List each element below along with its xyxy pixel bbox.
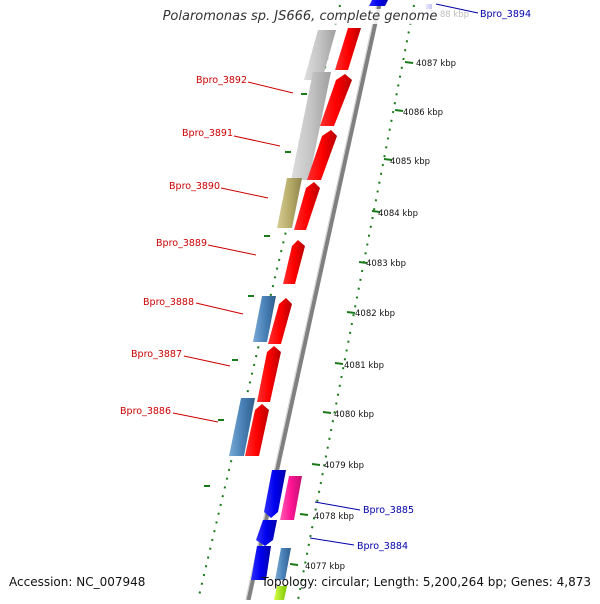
- outer-tick-row: [297, 4, 415, 601]
- scale-label: 4084 kbp: [378, 209, 418, 219]
- scale-major-ticks: [289, 61, 414, 566]
- gene-arrow-blue[interactable]: [264, 470, 286, 518]
- gene-arrow-red[interactable]: [320, 74, 352, 126]
- scale-label: 4079 kbp: [324, 461, 364, 471]
- gene-arrow-steelblue[interactable]: [229, 398, 255, 456]
- gene-label-bpro-3889[interactable]: Bpro_3889: [156, 238, 207, 249]
- map-title-text: Polaromonas sp. JS666, complete genome: [160, 9, 440, 24]
- map-title: Polaromonas sp. JS666, complete genome: [0, 9, 600, 24]
- gene-label-bpro-3884[interactable]: Bpro_3884: [357, 541, 408, 552]
- scale-label: 4083 kbp: [366, 259, 406, 269]
- scale-label: 4085 kbp: [390, 157, 430, 167]
- gene-arrow-green[interactable]: [274, 586, 287, 600]
- gene-arrow-blue[interactable]: [369, 0, 388, 6]
- scale-label: 4078 kbp: [314, 512, 354, 522]
- gene-label-leaders: [172, 3, 479, 546]
- gene-arrow-red[interactable]: [257, 346, 281, 402]
- gene-arrow-pink[interactable]: [280, 476, 302, 520]
- gene-label-bpro-3885[interactable]: Bpro_3885: [363, 505, 414, 516]
- genome-stats-text: Topology: circular; Length: 5,200,264 bp…: [261, 575, 591, 589]
- gene-arrow-red[interactable]: [294, 182, 320, 230]
- inner-major-ticks: [204, 35, 324, 487]
- gene-arrow-red[interactable]: [307, 130, 337, 180]
- gene-label-bpro-3887[interactable]: Bpro_3887: [131, 349, 182, 360]
- gene-label-bpro-3892[interactable]: Bpro_3892: [196, 75, 247, 86]
- gene-arrow-red[interactable]: [245, 404, 269, 456]
- gene-arrow-gray[interactable]: [304, 30, 336, 80]
- gene-arrow-blue[interactable]: [256, 520, 277, 546]
- gene-labels: Bpro_3894 Bpro_3892 Bpro_3891 Bpro_3890 …: [120, 9, 531, 552]
- scale-label: 4077 kbp: [305, 562, 345, 572]
- gene-arrow-red[interactable]: [283, 240, 305, 284]
- gene-arrow-olive[interactable]: [277, 178, 302, 228]
- accession-text: Accession: NC_007948: [9, 575, 146, 589]
- gene-arrow-red[interactable]: [335, 28, 361, 70]
- gene-track-reverse: [229, 30, 336, 580]
- gene-label-bpro-3894[interactable]: Bpro_3894: [480, 9, 531, 20]
- scale-labels: 4088 kbp 4087 kbp 4086 kbp 4085 kbp 4084…: [305, 10, 469, 572]
- scale-label: 4086 kbp: [403, 108, 443, 118]
- gene-arrow-red[interactable]: [268, 298, 292, 344]
- gene-label-bpro-3891[interactable]: Bpro_3891: [182, 128, 233, 139]
- gene-track-forward: [245, 0, 388, 600]
- gene-label-bpro-3888[interactable]: Bpro_3888: [143, 297, 194, 308]
- gene-label-bpro-3886[interactable]: Bpro_3886: [120, 406, 171, 417]
- scale-label: 4081 kbp: [344, 361, 384, 371]
- gene-arrow-gray[interactable]: [291, 72, 331, 180]
- gene-arrow-steelblue[interactable]: [253, 296, 276, 342]
- scale-label: 4087 kbp: [416, 59, 456, 69]
- gene-label-bpro-3890[interactable]: Bpro_3890: [169, 181, 220, 192]
- scale-label: 4082 kbp: [355, 309, 395, 319]
- gene-arrow-steelblue[interactable]: [275, 548, 291, 580]
- scale-label: 4080 kbp: [334, 410, 374, 420]
- gene-arrow-blue[interactable]: [251, 546, 271, 580]
- scale-label: 4088 kbp: [429, 10, 469, 20]
